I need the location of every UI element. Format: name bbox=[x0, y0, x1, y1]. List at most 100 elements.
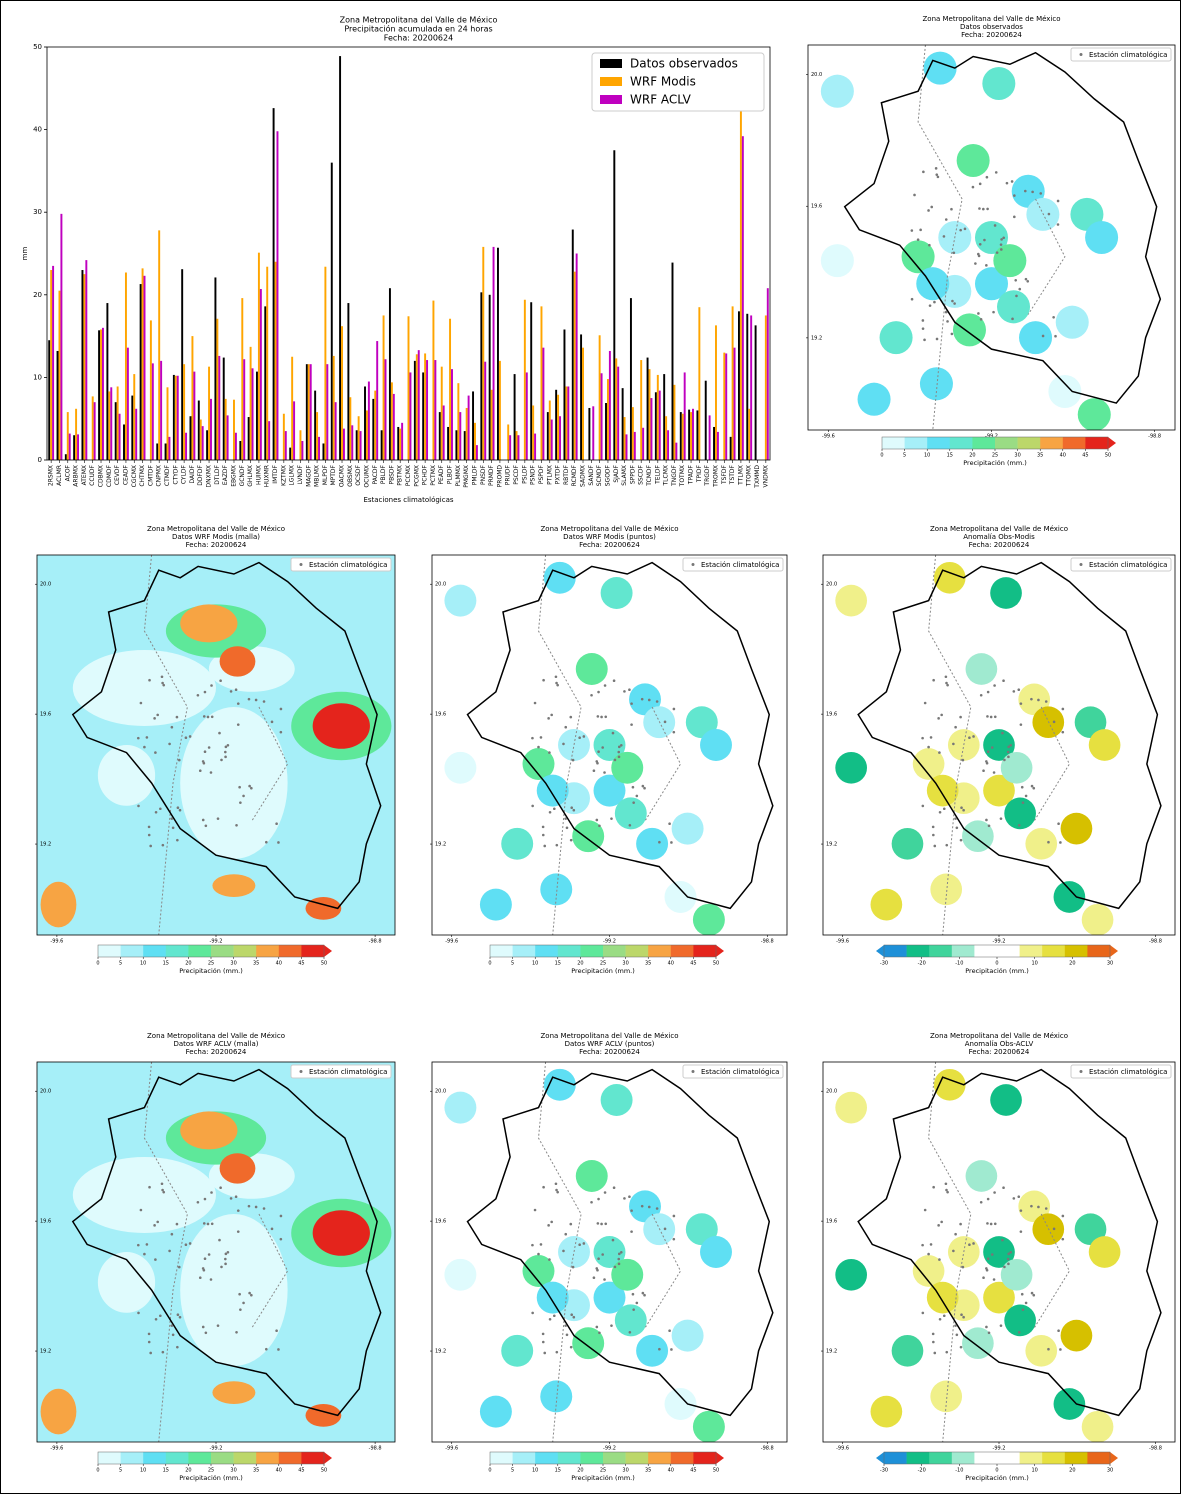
colorbar-tick-label: 30 bbox=[1107, 961, 1113, 967]
station-dot bbox=[960, 806, 963, 809]
station-dot bbox=[201, 818, 205, 822]
station-patch bbox=[1000, 751, 1033, 784]
colorbar-segment bbox=[120, 1452, 144, 1464]
station-dot bbox=[603, 1278, 606, 1281]
station-dot bbox=[986, 1257, 990, 1261]
bar bbox=[681, 413, 684, 460]
colorbar-tick-label: 15 bbox=[163, 1468, 169, 1474]
legend-marker bbox=[691, 1070, 695, 1073]
x-tick-label: HUIMX bbox=[255, 465, 262, 485]
map-title: Zona Metropolitana del Valle de México bbox=[147, 1032, 285, 1040]
station-dot bbox=[277, 1348, 280, 1351]
station-dot bbox=[944, 310, 948, 314]
colorbar-tick-label: 20 bbox=[577, 961, 583, 967]
station-dot bbox=[277, 841, 280, 844]
station-dot bbox=[569, 715, 573, 719]
bar bbox=[332, 355, 335, 460]
bar bbox=[388, 288, 391, 460]
station-patch bbox=[543, 1068, 576, 1101]
station-dot bbox=[537, 1252, 540, 1256]
bar bbox=[563, 329, 566, 460]
colorbar-tick-label: 5 bbox=[119, 1468, 122, 1474]
colorbar-tick-label: 30 bbox=[622, 961, 628, 967]
station-dot bbox=[1037, 698, 1040, 702]
bar bbox=[50, 270, 53, 460]
colorbar-segment bbox=[120, 945, 144, 957]
colorbar-segment bbox=[165, 945, 189, 957]
chart-title: Fecha: 20200624 bbox=[384, 34, 453, 43]
y-tick-label: 19.2 bbox=[435, 842, 446, 848]
station-dot bbox=[1017, 823, 1021, 827]
bar bbox=[101, 327, 104, 460]
station-patch bbox=[1025, 827, 1058, 860]
chart-title: Zona Metropolitana del Valle de México bbox=[340, 15, 498, 25]
station-patch bbox=[974, 267, 1009, 301]
bar bbox=[66, 412, 69, 460]
colorbar-segment bbox=[535, 945, 559, 957]
station-dot bbox=[938, 810, 942, 814]
bar bbox=[606, 379, 609, 460]
station-patch bbox=[990, 577, 1022, 609]
x-tick-label: PXTDF bbox=[555, 464, 562, 484]
state-boundary bbox=[143, 1062, 289, 1442]
station-dot bbox=[218, 731, 221, 735]
bar bbox=[440, 366, 443, 460]
x-tick-label: 2RSMX bbox=[48, 465, 55, 486]
colorbar-segment bbox=[1042, 945, 1066, 957]
colorbar-segment bbox=[603, 1452, 626, 1464]
colorbar-label: Precipitación (mm.) bbox=[571, 967, 635, 975]
station-dot bbox=[1017, 1195, 1021, 1198]
bar bbox=[733, 347, 736, 460]
station-dot bbox=[236, 702, 240, 705]
station-dot bbox=[993, 1222, 997, 1226]
colorbar-tick-label: 5 bbox=[511, 961, 514, 967]
x-tick-label: TSTDF bbox=[729, 464, 736, 485]
bar bbox=[384, 359, 387, 460]
x-tick-label: SJADF bbox=[613, 464, 620, 482]
station-dot bbox=[1057, 1329, 1060, 1333]
state-boundary bbox=[537, 1062, 682, 1442]
metro-outline bbox=[71, 1068, 382, 1417]
legend-label: Estación climatológica bbox=[309, 561, 387, 569]
colorbar-segment bbox=[625, 1452, 649, 1464]
map-panel: Zona Metropolitana del Valle de MéxicoDa… bbox=[430, 525, 788, 975]
bar bbox=[210, 398, 212, 460]
bar bbox=[268, 421, 271, 460]
y-tick-label: 19.2 bbox=[811, 335, 822, 341]
bar bbox=[201, 426, 204, 460]
station-dot bbox=[944, 218, 948, 221]
legend-swatch bbox=[600, 59, 622, 68]
y-tick-label: 20.0 bbox=[435, 582, 446, 588]
bar bbox=[131, 395, 134, 460]
bar bbox=[580, 334, 583, 460]
bar bbox=[715, 325, 717, 460]
station-dot bbox=[203, 750, 207, 754]
station-dot bbox=[137, 804, 140, 808]
station-patch bbox=[993, 244, 1027, 278]
station-dot bbox=[612, 679, 616, 683]
station-dot bbox=[262, 700, 266, 703]
station-dot bbox=[628, 823, 632, 827]
legend-label: Estación climatológica bbox=[701, 561, 779, 569]
bar bbox=[559, 416, 561, 460]
bar bbox=[482, 246, 485, 460]
bar bbox=[449, 318, 452, 460]
station-dot bbox=[279, 1214, 283, 1218]
x-tick-label: TELDF bbox=[654, 464, 661, 484]
station-dot bbox=[945, 1350, 949, 1354]
colorbar-tick-label: -20 bbox=[918, 961, 926, 967]
station-dot bbox=[275, 1329, 278, 1333]
chart-title: Precipitación acumulada en 24 horas bbox=[344, 24, 492, 34]
colorbar-segment bbox=[256, 945, 280, 957]
station-dot bbox=[1056, 199, 1060, 203]
x-tick-label: PBLDF bbox=[380, 464, 387, 484]
legend-box bbox=[290, 1064, 392, 1079]
station-dot bbox=[542, 1185, 545, 1189]
station-patch bbox=[593, 774, 626, 807]
station-patch bbox=[664, 881, 697, 913]
bar bbox=[472, 391, 475, 460]
station-dot bbox=[942, 1314, 946, 1318]
station-dot bbox=[547, 717, 550, 720]
station-dot bbox=[216, 1324, 220, 1327]
station-dot bbox=[982, 769, 985, 773]
